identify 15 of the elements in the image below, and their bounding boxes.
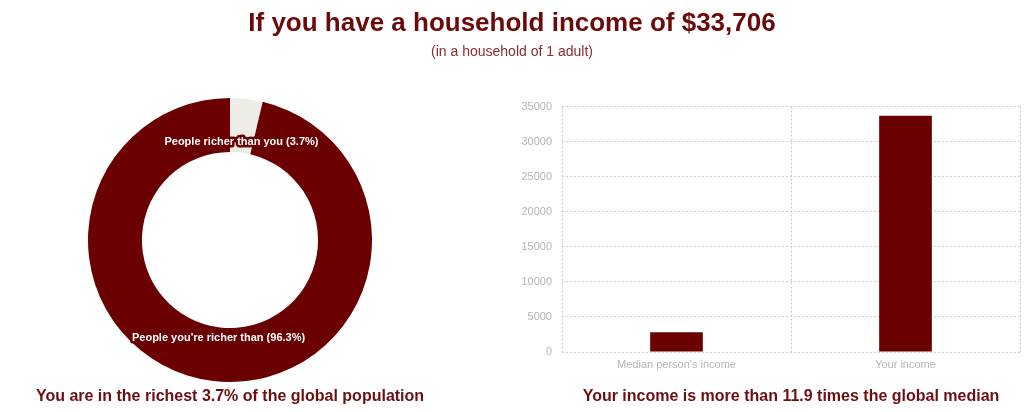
y-tick-label: 5000 — [527, 309, 552, 322]
y-tick-label: 0 — [545, 345, 552, 358]
x-tick-label: Median person's income — [617, 357, 736, 370]
text: Your income is more than 11.9 times the global median — [581, 386, 1001, 406]
slice-label: People you're richer than (96.3%) — [131, 331, 306, 344]
y-tick-label: 25000 — [521, 169, 552, 182]
text: If you have a household income of $33,706 — [247, 6, 777, 38]
y-tick-label: 35000 — [521, 99, 552, 112]
text: (in a household of 1 adult) — [430, 42, 594, 60]
y-tick-label: 10000 — [521, 274, 552, 287]
y-tick-label: 20000 — [521, 204, 552, 217]
x-tick-label: Your income — [875, 357, 936, 370]
y-tick-label: 15000 — [521, 239, 552, 252]
y-tick-label: 30000 — [521, 134, 552, 147]
text: You are in the richest 3.7% of the global population — [34, 386, 426, 406]
